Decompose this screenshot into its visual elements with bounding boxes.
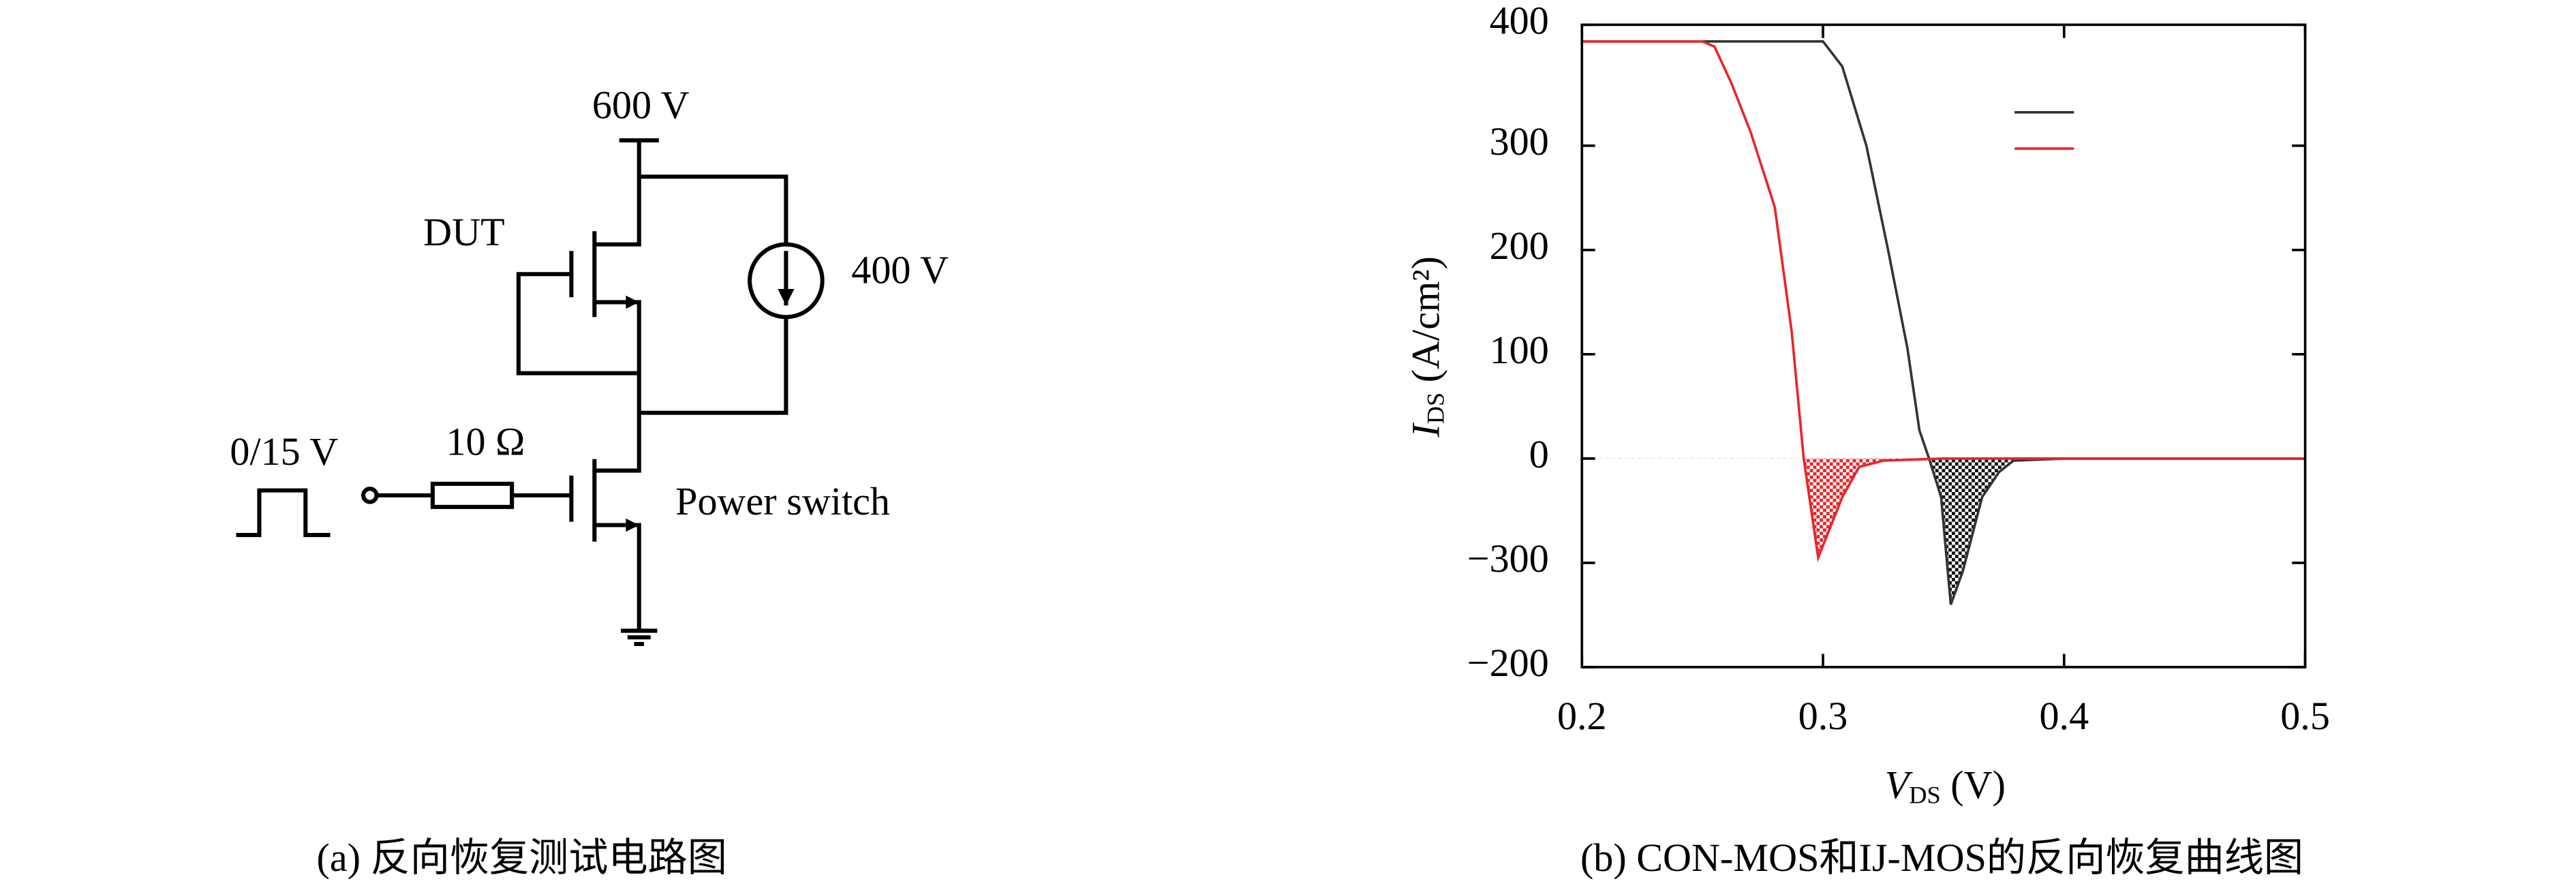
label: 400 V [851,248,949,292]
x-tick-label: 0.4 [2039,694,2089,738]
circuit: 600 V DUT 400 V 0/15 V 10 Ω Power switch [230,82,949,647]
label: 10 Ω [446,420,525,464]
x-tick-label: 0.2 [1557,694,1607,738]
y-tick-label: 300 [1490,119,1549,164]
axis-symbol: V [1885,763,1914,808]
axis-symbol: I [1404,423,1448,438]
axis-unit: (V) [1950,763,2006,808]
wires [236,138,788,647]
caption: (b) CON-MOS和IJ-MOS的反向恢复曲线图 [1580,835,2303,880]
y-tick-label: 100 [1490,328,1549,372]
y-tick-label: 0 [1529,432,1549,476]
axis-label: IDS (A/cm²) [1404,256,1450,438]
axis-subscript: DS [1422,393,1450,424]
resistor [430,481,515,509]
terminal [361,487,379,504]
label: Power switch [675,479,890,523]
plot-frame [1580,23,2307,669]
x-tick-label: 0.3 [1798,694,1848,738]
label: 600 V [592,82,690,127]
x-tick-label: 0.5 [2280,694,2330,738]
label: 0/15 V [230,429,338,474]
caption: (a) 反向恢复测试电路图 [317,835,727,880]
axis-label: VDS (V) [1885,763,2006,809]
line [1582,40,2305,605]
y-tick-label: 400 [1490,0,1549,43]
y-tick-label: −300 [1467,536,1549,581]
axis-unit: (A/cm²) [1404,256,1448,382]
label: DUT [423,210,505,254]
hatched-area [1803,458,1944,558]
current-source [748,242,825,320]
y-tick-label: −200 [1467,641,1549,685]
y-tick-label: 200 [1490,224,1549,268]
line [1582,40,2305,563]
axis-subscript: DS [1909,782,1940,809]
